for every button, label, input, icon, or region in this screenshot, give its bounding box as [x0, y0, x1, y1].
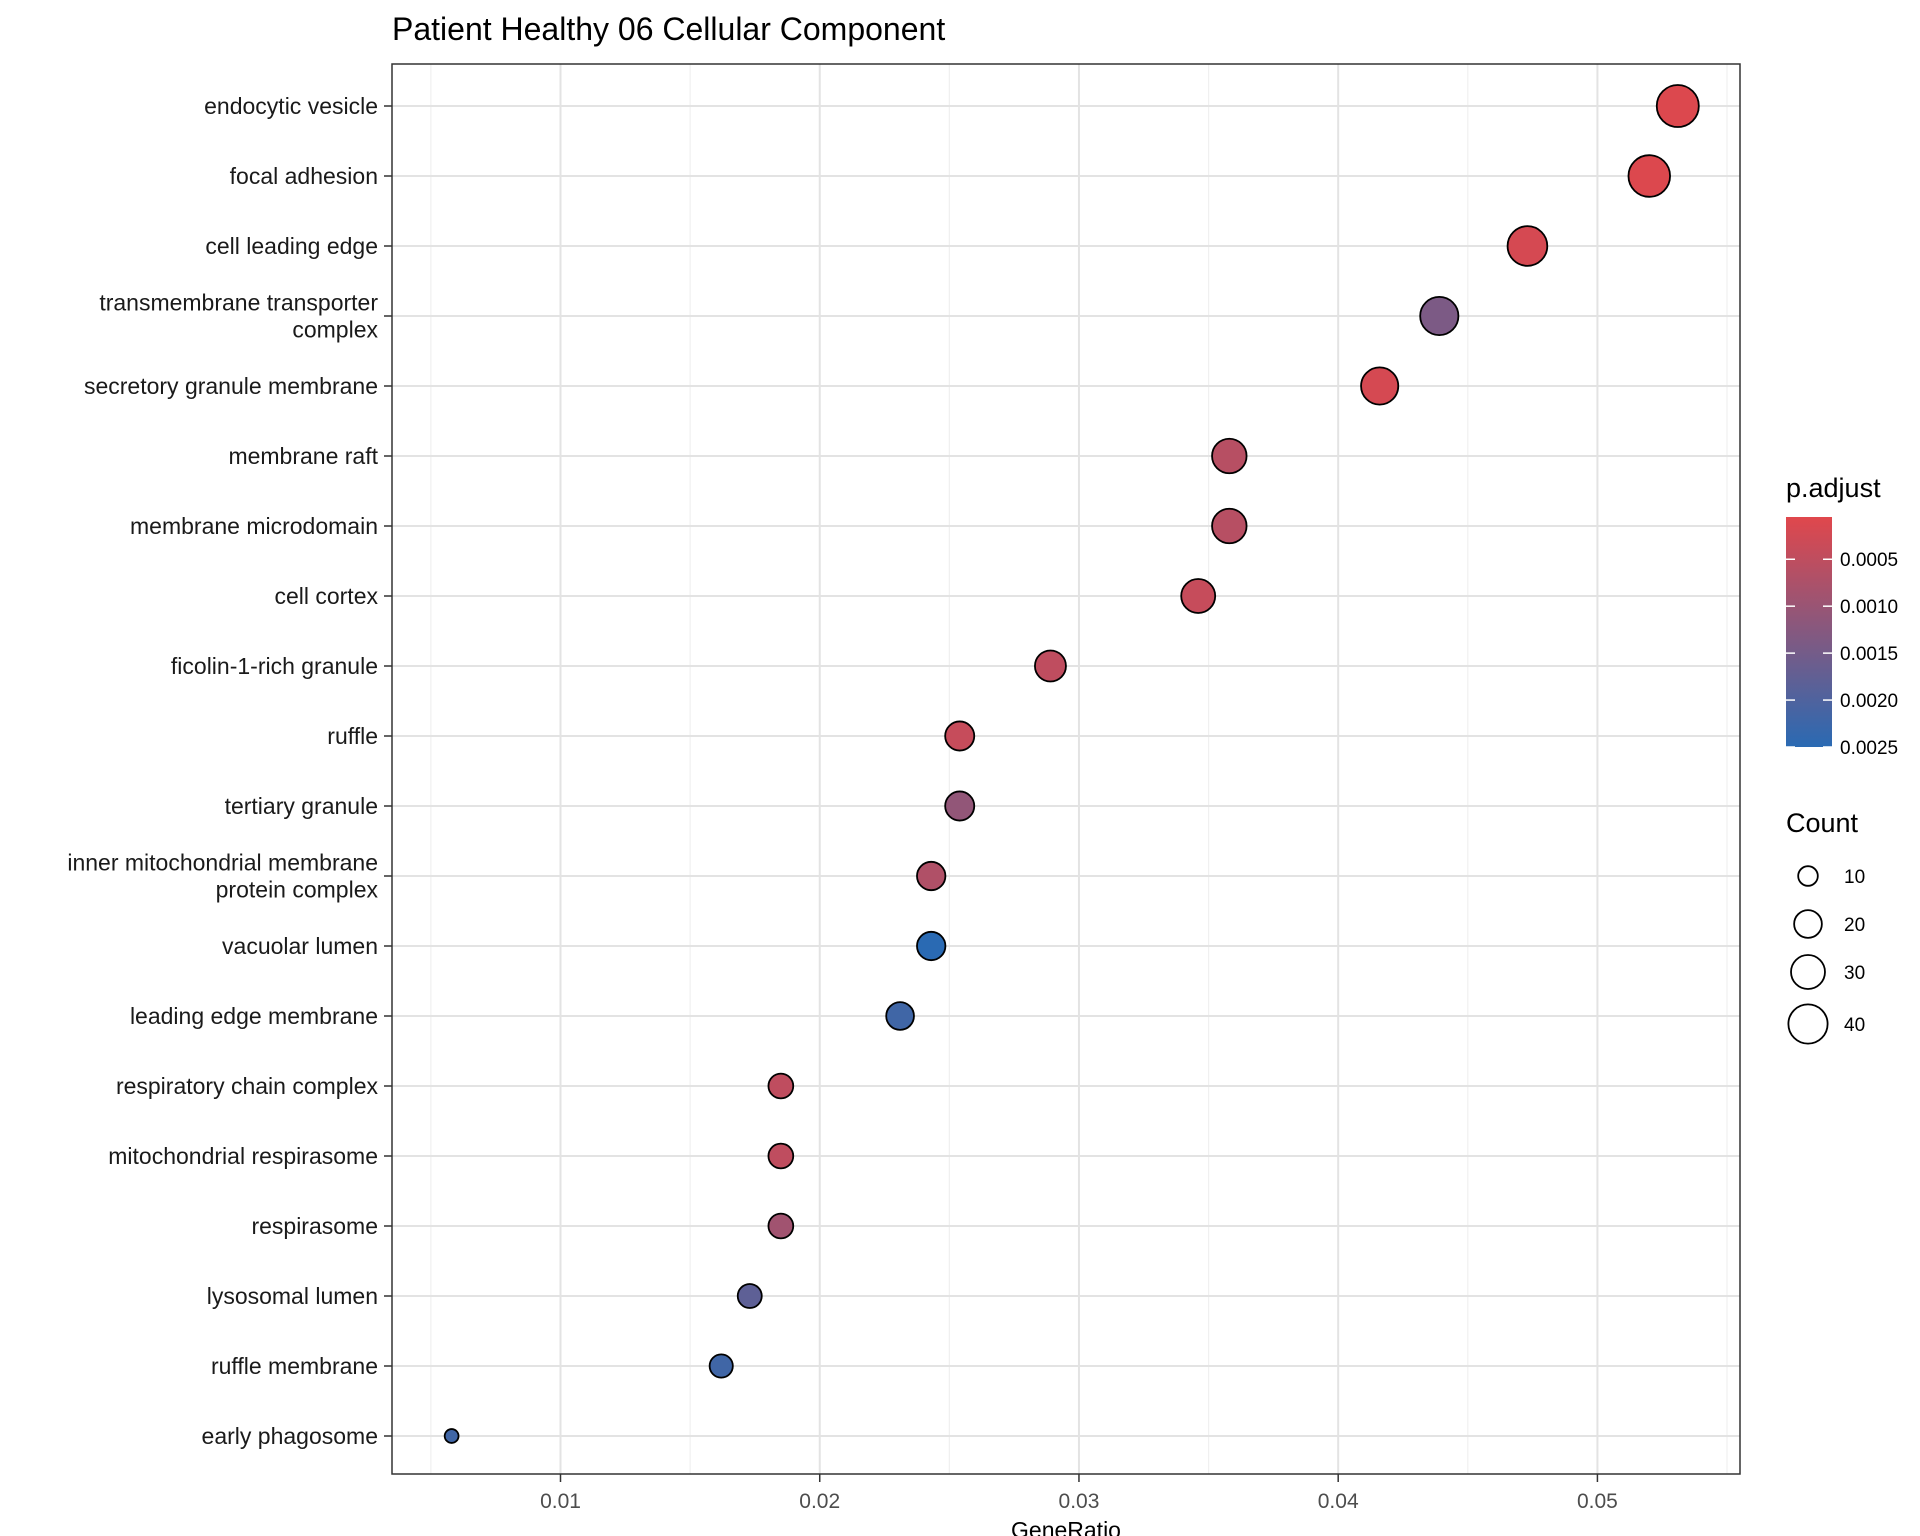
data-point — [767, 1072, 795, 1100]
data-points — [443, 84, 1700, 1444]
y-tick-label: leading edge membrane — [130, 1003, 378, 1029]
y-tick-label: respirasome — [251, 1213, 378, 1239]
size-legend-title: Count — [1786, 808, 1859, 838]
x-tick-label: 0.02 — [799, 1490, 840, 1513]
y-tick-label: transmembrane transporter complex — [99, 290, 378, 343]
data-point — [1034, 649, 1067, 683]
data-point — [736, 1283, 763, 1309]
y-tick-label: lysosomal lumen — [207, 1283, 378, 1309]
size-legend-label: 20 — [1844, 915, 1865, 936]
colorbar-ticks: 0.0005 0.0010 0.0015 0.0020 0.0025 — [1786, 550, 1898, 759]
x-tick-label: 0.05 — [1577, 1490, 1618, 1513]
y-tick-label: ruffle membrane — [211, 1353, 378, 1379]
data-point — [944, 720, 976, 752]
data-point — [1211, 437, 1248, 475]
colorbar-tick-label: 0.0010 — [1840, 597, 1898, 618]
y-tick-label: ruffle — [327, 723, 378, 749]
chart-title: Patient Healthy 06 Cellular Component — [392, 11, 945, 47]
y-tick-label: cell cortex — [274, 583, 378, 609]
y-tick-label: membrane microdomain — [130, 513, 378, 539]
data-point — [443, 1428, 460, 1444]
color-legend: p.adjust 0.0005 0.0010 0.0015 0.0020 0.0025 — [1786, 473, 1898, 759]
size-legend-key — [1790, 954, 1826, 990]
data-point — [1655, 84, 1700, 128]
data-point — [885, 1001, 915, 1031]
y-tick-label: vacuolar lumen — [222, 933, 378, 959]
y-tick-label: tertiary granule — [225, 793, 378, 819]
color-legend-title: p.adjust — [1786, 473, 1881, 503]
colorbar-tick-label: 0.0005 — [1840, 550, 1898, 571]
data-point — [944, 790, 976, 822]
data-point — [916, 930, 947, 962]
colorbar — [1786, 517, 1832, 747]
data-point — [1360, 366, 1400, 406]
y-tick-label: membrane raft — [228, 443, 378, 469]
x-tick-label: 0.01 — [540, 1490, 581, 1513]
data-point — [708, 1353, 734, 1379]
data-point — [767, 1212, 795, 1240]
y-tick-label: cell leading edge — [205, 233, 378, 259]
y-tick-label: focal adhesion — [230, 163, 378, 189]
x-axis-title: GeneRatio — [1011, 1517, 1121, 1536]
data-point — [1627, 154, 1671, 198]
size-legend-label: 10 — [1844, 867, 1865, 888]
y-tick-label: early phagosome — [202, 1423, 378, 1449]
size-legend-keys: 10 20 30 40 — [1787, 865, 1865, 1045]
size-legend-label: 30 — [1844, 963, 1865, 984]
y-axis: endocytic vesicle focal adhesion cell lead… — [67, 93, 392, 1449]
colorbar-tick-label: 0.0015 — [1840, 644, 1898, 665]
x-axis: 0.01 0.02 0.03 0.04 0.05 — [540, 1474, 1618, 1513]
data-point — [1506, 225, 1549, 267]
y-tick-label: secretory granule membrane — [84, 373, 378, 399]
y-tick-label: respiratory chain complex — [116, 1073, 379, 1099]
data-point — [916, 860, 947, 892]
plot-panel — [391, 63, 1741, 1475]
data-point — [767, 1142, 795, 1170]
size-legend-key — [1787, 1003, 1829, 1045]
grid — [392, 64, 1740, 1474]
y-tick-label: endocytic vesicle — [204, 93, 378, 119]
y-tick-label: ficolin-1-rich granule — [171, 653, 378, 679]
size-legend-key — [1797, 865, 1819, 887]
data-point — [1180, 578, 1217, 614]
x-tick-label: 0.04 — [1318, 1490, 1359, 1513]
size-legend: Count 10 20 30 40 — [1786, 808, 1865, 1045]
y-tick-label: inner mitochondrial membrane protein comp… — [67, 850, 378, 903]
y-tick-label: mitochondrial respirasome — [108, 1143, 378, 1169]
data-point — [1211, 507, 1248, 545]
size-legend-key — [1793, 909, 1823, 939]
colorbar-tick-label: 0.0020 — [1840, 691, 1898, 712]
colorbar-tick-label: 0.0025 — [1840, 738, 1898, 759]
x-tick-label: 0.03 — [1059, 1490, 1100, 1513]
size-legend-label: 40 — [1844, 1015, 1865, 1036]
data-point — [1419, 295, 1460, 337]
